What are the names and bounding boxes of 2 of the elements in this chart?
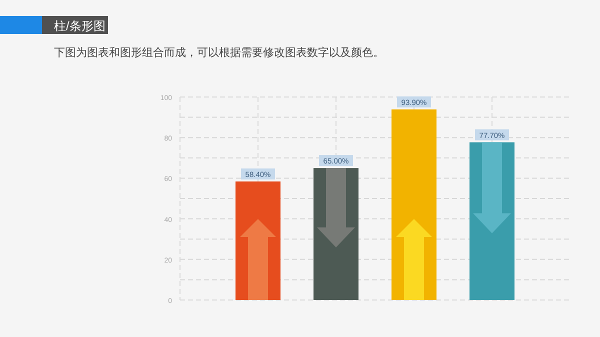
text: 柱/条形图 [54, 19, 106, 33]
chart-subtitle: 下图为图表和图形组合而成，可以根据需要修改图表数字以及颜色。 [54, 46, 384, 59]
